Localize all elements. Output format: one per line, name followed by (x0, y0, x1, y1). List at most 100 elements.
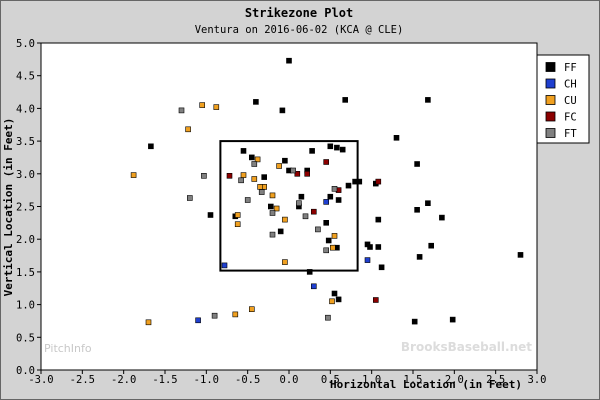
pitch-point-fc (310, 208, 317, 215)
pitch-point-ft (302, 213, 309, 220)
pitch-point-ft (331, 186, 338, 192)
y-tick-label: 4.0 (16, 103, 35, 115)
pitch-point-ch (364, 257, 371, 263)
pitch-point-ch (323, 199, 330, 205)
pitch-point-ff (325, 237, 332, 244)
pitch-point-cu (331, 233, 338, 239)
pitch-point-ch (310, 283, 317, 290)
pitch-point-fc (323, 159, 330, 165)
pitch-point-ff (277, 228, 284, 235)
pitch-point-ff (335, 197, 342, 203)
pitch-point-ff (375, 216, 382, 223)
x-tick-label: -2.5 (70, 374, 95, 386)
y-tick-label: 0.0 (16, 365, 35, 377)
strike-zone-box (219, 140, 359, 272)
legend: FF CH CU FC FT (536, 54, 590, 144)
pitch-point-ff (249, 154, 255, 161)
pitch-point-ff (253, 99, 259, 105)
pitch-point-ft (251, 161, 258, 167)
pitch-point-ff (282, 157, 288, 164)
x-tick-label: 1.0 (362, 374, 381, 386)
pitch-point-cu (240, 172, 247, 178)
legend-box (536, 54, 590, 144)
pitch-point-ft (244, 197, 251, 203)
legend-label-ft: FT (564, 128, 577, 140)
y-tick-label: 0.5 (16, 332, 35, 344)
pitch-point-ft (187, 195, 193, 201)
pitch-point-ff (207, 212, 214, 218)
x-tick-label: -0.5 (235, 374, 260, 386)
pitch-point-fc (226, 173, 233, 179)
legend-swatch-cu (545, 95, 556, 105)
pitch-point-ff (517, 252, 524, 258)
pitch-point-ff (439, 214, 445, 221)
pitch-point-fc (304, 171, 311, 177)
pitch-point-ff (327, 193, 334, 200)
pitch-point-ft (258, 189, 265, 195)
pitch-point-ft (323, 247, 330, 254)
pitch-point-ff (393, 135, 400, 141)
legend-label-cu: CU (564, 95, 577, 107)
pitch-point-ft (296, 200, 302, 206)
pitch-point-ft (211, 312, 218, 319)
pitch-point-fc (372, 297, 379, 303)
pitch-point-cu (234, 221, 241, 227)
pitch-point-ff (286, 57, 292, 64)
pitch-point-ff (267, 203, 274, 210)
pitch-point-ff (342, 97, 349, 103)
pitch-point-ff (339, 146, 346, 153)
pitch-point-ff (411, 318, 418, 325)
x-tick-label: -2.0 (111, 374, 136, 386)
pitch-point-cu (269, 192, 276, 199)
pitch-point-cu (282, 259, 288, 265)
legend-swatch-ff (545, 62, 556, 72)
x-tick-label: 2.5 (486, 374, 505, 386)
pitch-point-cu (329, 244, 336, 251)
pitch-point-cu (273, 205, 280, 212)
pitch-point-ff (425, 200, 431, 206)
pitch-point-fc (375, 178, 382, 185)
pitch-point-ff (345, 182, 352, 189)
pitch-point-ff (240, 148, 247, 154)
pitch-point-ff (279, 107, 286, 114)
pitch-point-cu (232, 311, 239, 318)
legend-swatch-ch (545, 78, 556, 89)
x-tick-label: 0.0 (280, 374, 299, 386)
pitch-point-ft (269, 210, 276, 216)
x-tick-label: -3.0 (28, 374, 53, 386)
x-tick-label: 0.5 (321, 374, 340, 386)
data-marks (130, 57, 524, 326)
pitch-point-cu (251, 176, 258, 182)
pitch-point-ft (290, 167, 296, 174)
pitch-point-ft (325, 314, 331, 321)
legend-swatch-fc (545, 111, 556, 122)
pitch-point-ff (309, 148, 315, 154)
pitch-point-ff (367, 244, 373, 250)
pitch-point-ff (416, 254, 423, 260)
watermark-left: PitchInfo (44, 342, 92, 355)
pitch-point-ff (335, 296, 342, 303)
pitch-point-cu (254, 156, 261, 163)
legend-label-ch: CH (564, 79, 577, 91)
pitch-point-cu (282, 216, 288, 223)
pitch-point-ff (306, 269, 313, 275)
pitch-point-ft (269, 231, 276, 238)
y-tick-label: 1.0 (16, 300, 35, 312)
x-tick-label: 3.0 (528, 374, 547, 386)
pitch-point-ff (261, 174, 268, 180)
y-tick-label: 1.5 (16, 267, 35, 279)
pitch-point-cu (199, 102, 205, 108)
y-tick-label: 2.0 (16, 234, 35, 246)
pitch-point-cu (185, 126, 191, 133)
x-tick-label: -1.5 (152, 374, 177, 386)
pitch-point-ft (201, 173, 207, 179)
x-tick-label: -1.0 (194, 374, 219, 386)
watermark-right: BrooksBaseball.net (401, 340, 532, 354)
pitch-point-ch (195, 317, 201, 324)
pitch-point-ff (414, 161, 420, 167)
pitch-point-cu (234, 212, 241, 218)
y-tick-label: 2.5 (16, 202, 35, 214)
pitch-point-cu (329, 298, 335, 305)
pitch-point-ff (298, 193, 305, 200)
